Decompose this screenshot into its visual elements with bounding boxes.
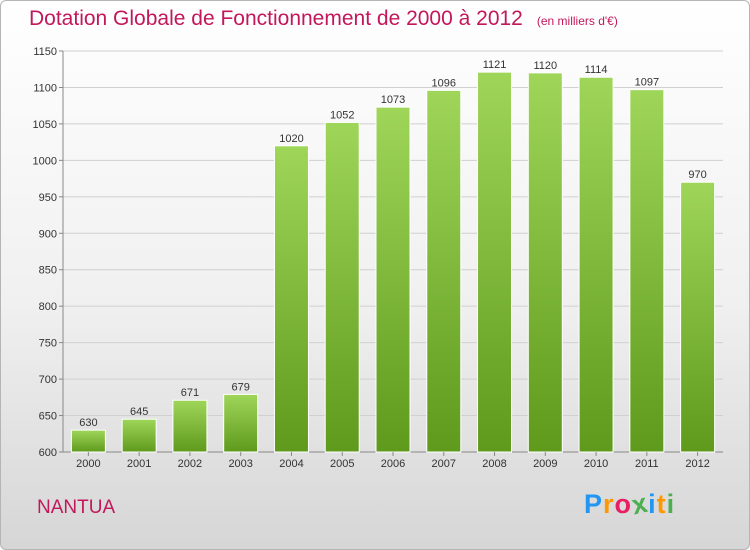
logo-letter: P — [584, 489, 604, 519]
y-tick-label: 1150 — [33, 46, 57, 58]
x-tick-label: 2007 — [432, 458, 456, 470]
chart-title: Dotation Globale de Fonctionnement de 20… — [29, 7, 618, 31]
y-axis: 600 650 700 750 800 850 900 950 1000 1050 1100 1150 — [33, 46, 723, 459]
x-tick-label: 2009 — [533, 458, 557, 470]
chart-unit: (en milliers d'€) — [536, 14, 618, 28]
data-label: 671 — [181, 387, 199, 399]
data-label: 1052 — [330, 109, 354, 121]
y-tick-label: 850 — [39, 265, 57, 277]
data-label: 679 — [232, 381, 250, 393]
data-label: 1073 — [381, 94, 405, 106]
y-tick-label: 800 — [39, 301, 57, 313]
bar — [680, 181, 716, 453]
bar — [375, 106, 411, 453]
bar — [324, 121, 360, 453]
bar — [629, 89, 665, 453]
data-label: 645 — [130, 406, 148, 418]
x-axis: 2000 2001 2002 2003 2004 2005 2006 2007 2008 2009… — [76, 452, 710, 470]
bar — [527, 72, 563, 453]
y-tick-label: 650 — [39, 411, 57, 423]
x-tick-label: 2005 — [330, 458, 354, 470]
y-tick-label: 700 — [39, 374, 57, 386]
y-tick-label: 1000 — [33, 155, 57, 167]
bar — [426, 89, 462, 453]
y-tick-label: 600 — [39, 447, 57, 459]
y-tick-label: 900 — [39, 228, 57, 240]
logo-letter: i — [666, 489, 676, 519]
data-label: 970 — [688, 169, 706, 181]
y-tick-label: 750 — [39, 338, 57, 350]
y-tick-label: 1050 — [33, 119, 57, 131]
bar — [223, 393, 259, 453]
data-label: 1121 — [483, 59, 507, 71]
data-label: 1120 — [533, 60, 557, 72]
bar — [578, 76, 614, 453]
x-tick-label: 2002 — [178, 458, 202, 470]
logo-letter: i — [648, 489, 657, 519]
x-tick-label: 2010 — [584, 458, 608, 470]
logo-letter: r — [603, 489, 615, 519]
x-tick-label: 2008 — [482, 458, 506, 470]
bar — [70, 429, 106, 453]
y-tick-label: 950 — [39, 192, 57, 204]
bar — [273, 145, 309, 453]
y-tick-label: 1100 — [33, 82, 57, 94]
x-tick-label: 2004 — [279, 458, 303, 470]
x-tick-label: 2001 — [127, 458, 151, 470]
data-label: 630 — [79, 417, 97, 429]
data-label: 1097 — [635, 77, 659, 89]
logo-letter: o — [614, 489, 633, 519]
bar — [172, 399, 208, 453]
x-tick-label: 2012 — [685, 458, 709, 470]
bar — [477, 71, 513, 453]
bar — [121, 418, 157, 453]
logo-letter: t — [656, 489, 667, 519]
proxiti-logo: Proxiti — [584, 488, 676, 521]
data-label: 1096 — [432, 77, 456, 89]
x-tick-label: 2000 — [76, 458, 100, 470]
x-tick-label: 2006 — [381, 458, 405, 470]
bars: 630 645 671 679 1020 1052 1073 1096 1121 1120 1114… — [70, 59, 716, 453]
chart-title-text: Dotation Globale de Fonctionnement de 20… — [29, 7, 523, 30]
x-tick-label: 2011 — [635, 458, 659, 470]
commune-name: NANTUA — [37, 497, 116, 518]
x-tick-label: 2003 — [228, 458, 252, 470]
data-label: 1020 — [279, 133, 303, 145]
data-label: 1114 — [585, 64, 608, 76]
